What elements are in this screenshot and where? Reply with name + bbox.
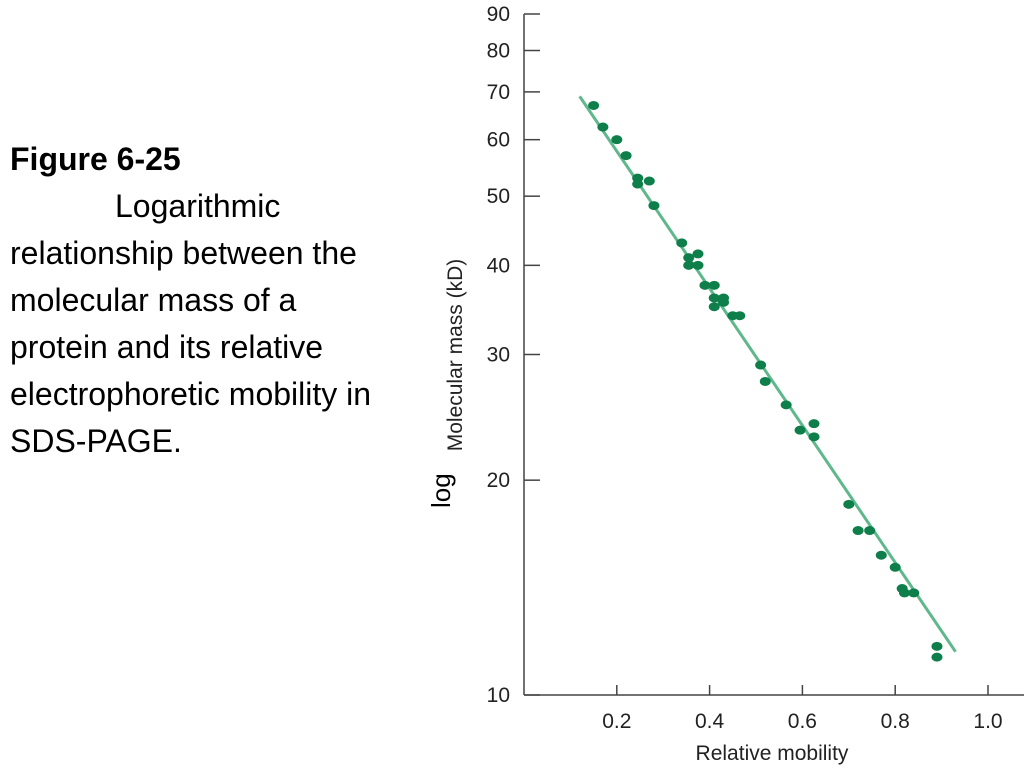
data-point xyxy=(708,302,720,312)
data-point xyxy=(875,550,887,560)
data-point xyxy=(643,176,655,186)
x-tick-label: 0.6 xyxy=(788,710,817,733)
data-point xyxy=(611,135,623,145)
data-point xyxy=(683,260,695,270)
data-point xyxy=(852,526,864,536)
x-tick-label: 0.2 xyxy=(602,710,631,733)
x-tick-label: 1.0 xyxy=(973,710,1002,733)
figure-title: Figure 6-25 xyxy=(10,141,181,177)
data-point xyxy=(692,249,704,259)
y-tick-label: 30 xyxy=(487,344,510,367)
data-point xyxy=(808,419,820,429)
y-tick-label: 70 xyxy=(487,81,510,104)
y-tick-label: 80 xyxy=(487,40,510,63)
y-tick-label: 50 xyxy=(487,185,510,208)
figure-caption: Figure 6-25 Logarithmic relationship bet… xyxy=(10,136,390,465)
data-point xyxy=(931,652,943,662)
data-point xyxy=(794,425,806,435)
y-tick-label: 90 xyxy=(487,3,510,26)
x-tick-label: 0.8 xyxy=(881,710,910,733)
data-point xyxy=(755,360,767,370)
data-point xyxy=(898,588,910,598)
fit-line xyxy=(578,95,957,653)
data-point xyxy=(692,260,704,270)
data-point xyxy=(931,641,943,651)
data-point xyxy=(889,562,901,572)
data-point xyxy=(683,253,695,263)
data-point xyxy=(676,238,688,248)
y-axis-log-prefix: log xyxy=(426,473,456,508)
data-point xyxy=(864,526,876,536)
y-tick-label: 10 xyxy=(487,684,510,707)
data-point xyxy=(648,201,660,211)
data-point xyxy=(708,280,720,290)
data-point xyxy=(588,100,600,110)
fit-line-group xyxy=(578,95,957,653)
figure-description: Logarithmic relationship between the mol… xyxy=(10,188,372,459)
data-point xyxy=(843,499,855,509)
data-point xyxy=(718,297,730,307)
y-axis-title: Molecular mass (kD) xyxy=(444,259,467,452)
y-tick-label: 40 xyxy=(487,254,510,277)
data-point xyxy=(908,588,920,598)
data-point xyxy=(708,293,720,303)
data-point xyxy=(734,311,746,321)
data-point xyxy=(597,122,609,132)
data-point xyxy=(632,179,644,189)
axes: 10 20 30 40 50 60 70 80 90 0.2 0.4 0.6 0.8 1.0 xyxy=(487,3,1024,733)
data-point xyxy=(759,376,771,386)
data-point xyxy=(620,151,632,161)
x-axis-title: Relative mobility xyxy=(696,742,849,765)
data-point xyxy=(780,400,792,410)
y-tick-label: 60 xyxy=(487,129,510,152)
data-point xyxy=(808,432,820,442)
data-points xyxy=(588,100,943,662)
y-tick-label: 20 xyxy=(487,469,510,492)
data-point xyxy=(699,280,711,290)
x-tick-label: 0.4 xyxy=(695,710,725,733)
